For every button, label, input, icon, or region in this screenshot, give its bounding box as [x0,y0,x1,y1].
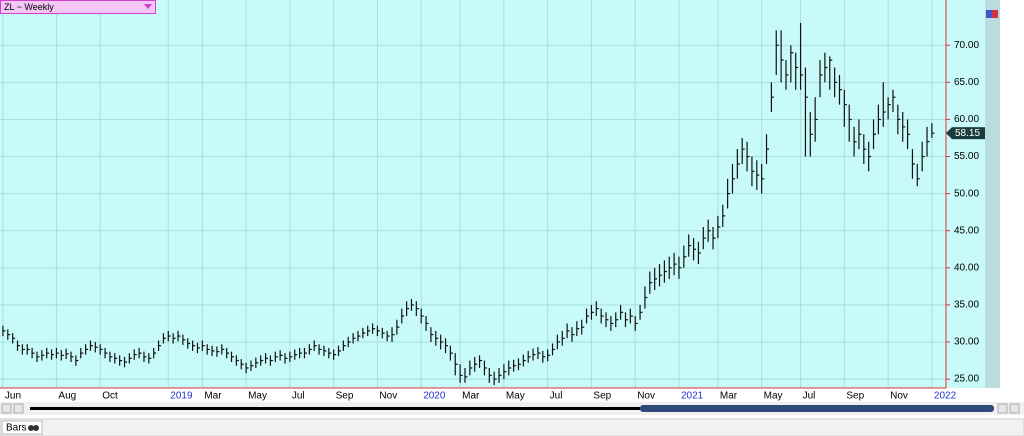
footer-tab-label: Bars [6,423,27,434]
x-tick-label: Sep [846,391,864,402]
x-tick-label: May [248,391,267,402]
x-tick-label: Jul [292,391,305,402]
x-tick-label: Jul [550,391,563,402]
labels: 25.00 30.00 35.00 40.00 45.00 50.00 55.00 60.00… [5,40,985,402]
x-tick-label: Nov [890,391,908,402]
x-tick-label: Mar [462,391,480,402]
scroll-left[interactable] [13,403,24,414]
last-price-label: 58.15 [955,128,980,139]
x-tick-label: Aug [58,391,76,402]
x-tick-label: 2021 [681,391,704,402]
footer-bar [0,418,1024,436]
x-tick-label: May [506,391,525,402]
x-tick-label: 2022 [934,391,957,402]
y-tick-label: 70.00 [954,40,979,51]
y-tick-label: 30.00 [954,337,979,348]
x-tick-label: Nov [379,391,397,402]
y-tick-label: 25.00 [954,374,979,385]
y-tick-label: 40.00 [954,262,979,273]
x-tick-label: Sep [336,391,354,402]
scroll-thumb[interactable] [640,405,994,412]
bars [2,22,935,386]
dropdown-arrow[interactable] [144,4,152,9]
x-tick-label: May [764,391,783,402]
x-tick-label: Sep [593,391,611,402]
tab-icon [33,425,39,431]
scroll-start[interactable] [1,403,12,414]
y-tick-label: 35.00 [954,300,979,311]
x-tick-label: Nov [637,391,655,402]
x-tick-label: 2019 [170,391,193,402]
buy-icon[interactable] [986,10,992,18]
scroll-right[interactable] [997,403,1008,414]
y-tick-label: 65.00 [954,77,979,88]
scroll-end[interactable] [1009,403,1020,414]
x-tick-label: 2020 [423,391,446,402]
y-tick-label: 45.00 [954,225,979,236]
y-tick-label: 50.00 [954,188,979,199]
y-tick-label: 55.00 [954,151,979,162]
grid [0,0,946,388]
last-price-box [952,127,985,140]
x-tick-label: Oct [102,391,118,402]
x-tick-label: Jul [803,391,816,402]
sell-icon[interactable] [992,10,998,18]
price-axis [946,0,985,388]
y-tick-label: 60.00 [954,114,979,125]
x-tick-label: Mar [204,391,222,402]
chart-title: ZL ~ Weekly [4,2,54,12]
symbol-box[interactable] [0,0,156,14]
tab-icon [28,425,34,431]
x-tick-label: Jun [5,391,21,402]
x-tick-label: Mar [720,391,738,402]
side-strip [985,0,1000,388]
last-price-pointer [946,127,952,140]
